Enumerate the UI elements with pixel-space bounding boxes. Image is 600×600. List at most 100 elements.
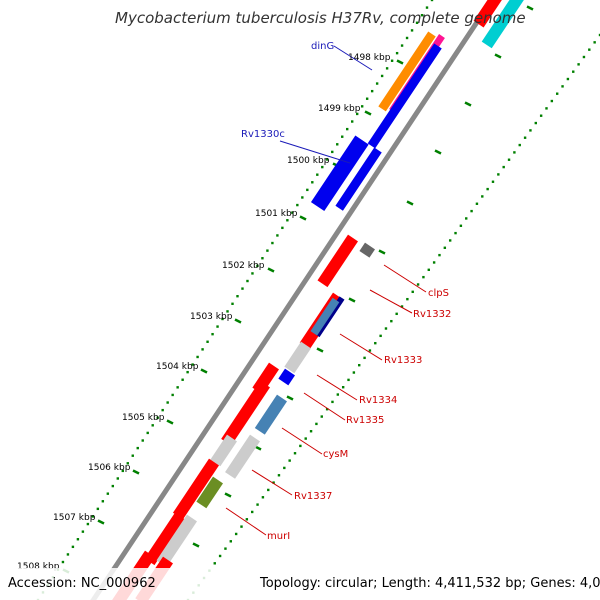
gene-label-cysM[interactable]: cysM — [323, 449, 348, 460]
gene-block-Rv1330c — [310, 135, 369, 212]
gc-dot-right — [481, 195, 484, 198]
gc-dot-right — [336, 393, 340, 396]
scale-label: 1500 kbp — [287, 156, 330, 166]
gene-block-grey — [210, 434, 237, 467]
label-leader-line — [225, 507, 267, 536]
gc-dot-right — [229, 540, 233, 543]
gc-dot-left — [430, 0, 434, 2]
gc-dot-right — [395, 312, 398, 316]
gc-dot-left — [126, 462, 129, 465]
ruler-tick — [406, 200, 414, 206]
gc-dot-left — [61, 560, 65, 564]
gc-dot-right — [448, 239, 452, 242]
gc-dot-left — [415, 21, 419, 24]
gc-dot-left — [151, 424, 154, 427]
genome-info-text: Topology: circular; Length: 4,411,532 bp… — [259, 576, 600, 591]
gc-dot-left — [121, 469, 124, 473]
gc-dot-right — [288, 459, 291, 462]
gc-dot-right — [390, 319, 393, 323]
gene-label-Rv1330c[interactable]: Rv1330c — [241, 129, 285, 140]
gc-dot-left — [281, 226, 284, 230]
gene-block-dinG — [378, 31, 436, 112]
gene-block-dinG-strand — [367, 43, 442, 149]
gc-dot-right — [593, 41, 596, 44]
gc-dot-right — [213, 562, 216, 565]
gene-label-murI[interactable]: murI — [267, 531, 290, 542]
gc-dot-left — [76, 538, 80, 541]
label-leader-line — [303, 392, 346, 421]
ruler-tick — [396, 59, 404, 65]
gc-dot-left — [306, 188, 309, 192]
gc-dot-right — [588, 48, 591, 51]
scale-label: 1505 kbp — [122, 413, 165, 423]
scale-label: 1504 kbp — [156, 362, 199, 372]
genome-backbone — [90, 0, 495, 600]
gene-label-Rv1332[interactable]: Rv1332 — [413, 309, 451, 320]
gc-dot-right — [363, 356, 366, 360]
gene-block-grey — [225, 434, 260, 479]
gc-dot-left — [66, 553, 70, 556]
gc-dot-right — [283, 466, 286, 470]
gene-label-Rv1335[interactable]: Rv1335 — [346, 415, 384, 426]
gc-dot-right — [218, 554, 222, 558]
gc-dot-left — [375, 82, 379, 85]
gene-labels-reverse: clpS Rv1332 Rv1333 Rv1334 Rv1335 cysM Rv… — [267, 288, 451, 542]
gc-dot-left — [211, 332, 214, 336]
gc-dot-right — [293, 452, 297, 455]
gc-dot-left — [301, 196, 304, 199]
gc-dot-left — [365, 97, 369, 100]
gc-dot-left — [420, 13, 424, 17]
ruler-tick — [348, 297, 356, 303]
gc-dot-right — [598, 33, 600, 37]
gc-dot-right — [459, 224, 463, 227]
label-leader-line — [251, 469, 293, 496]
ruler-tick — [299, 215, 307, 221]
gc-dot-right — [454, 231, 457, 235]
gc-dot-right — [251, 510, 254, 514]
gc-dot-right — [432, 261, 436, 264]
gc-dot-right — [358, 363, 361, 367]
gene-block-red — [317, 234, 358, 288]
gc-dot-right — [400, 305, 404, 308]
scale-label: 1498 kbp — [348, 53, 391, 63]
gc-dot-right — [240, 525, 243, 528]
gc-dot-left — [321, 165, 324, 169]
gc-dot-right — [331, 400, 334, 404]
ruler-tick — [316, 347, 324, 353]
gene-label-Rv1337[interactable]: Rv1337 — [294, 491, 332, 502]
gc-dot-left — [96, 507, 100, 511]
gc-dot-left — [161, 408, 164, 412]
gc-dot-tracks — [36, 0, 600, 600]
gc-dot-left — [186, 370, 189, 374]
gc-dot-right — [245, 518, 249, 521]
gene-label-clpS[interactable]: clpS — [428, 288, 449, 299]
gene-label-dinG[interactable]: dinG — [311, 41, 334, 52]
gc-dot-right — [224, 547, 227, 550]
gc-dot-left — [81, 530, 85, 533]
ruler-tick — [494, 53, 502, 59]
map-title: Mycobacterium tuberculosis H37Rv, comple… — [115, 9, 526, 27]
gc-dot-left — [360, 105, 364, 108]
gene-block-red — [221, 380, 270, 446]
gene-label-Rv1334[interactable]: Rv1334 — [359, 395, 397, 406]
gc-dot-left — [256, 264, 259, 268]
gc-dot-right — [518, 143, 521, 147]
label-leader-line — [333, 45, 373, 71]
gc-dot-left — [116, 477, 119, 480]
gc-dot-right — [475, 202, 479, 205]
label-leader-line — [281, 427, 323, 455]
gc-dot-left — [236, 295, 239, 298]
gc-dot-right — [572, 70, 575, 73]
gc-dot-left — [405, 36, 409, 40]
gc-dot-left — [246, 279, 249, 283]
gc-dot-left — [316, 173, 319, 176]
gc-dot-left — [390, 59, 394, 62]
gc-dot-left — [156, 416, 159, 419]
gene-label-Rv1333[interactable]: Rv1333 — [384, 355, 422, 366]
gc-dot-right — [523, 136, 527, 139]
gene-block-Rv1334 — [278, 368, 295, 386]
gc-dot-left — [136, 446, 139, 450]
gc-dot-left — [346, 127, 349, 131]
gc-dot-right — [582, 55, 586, 59]
